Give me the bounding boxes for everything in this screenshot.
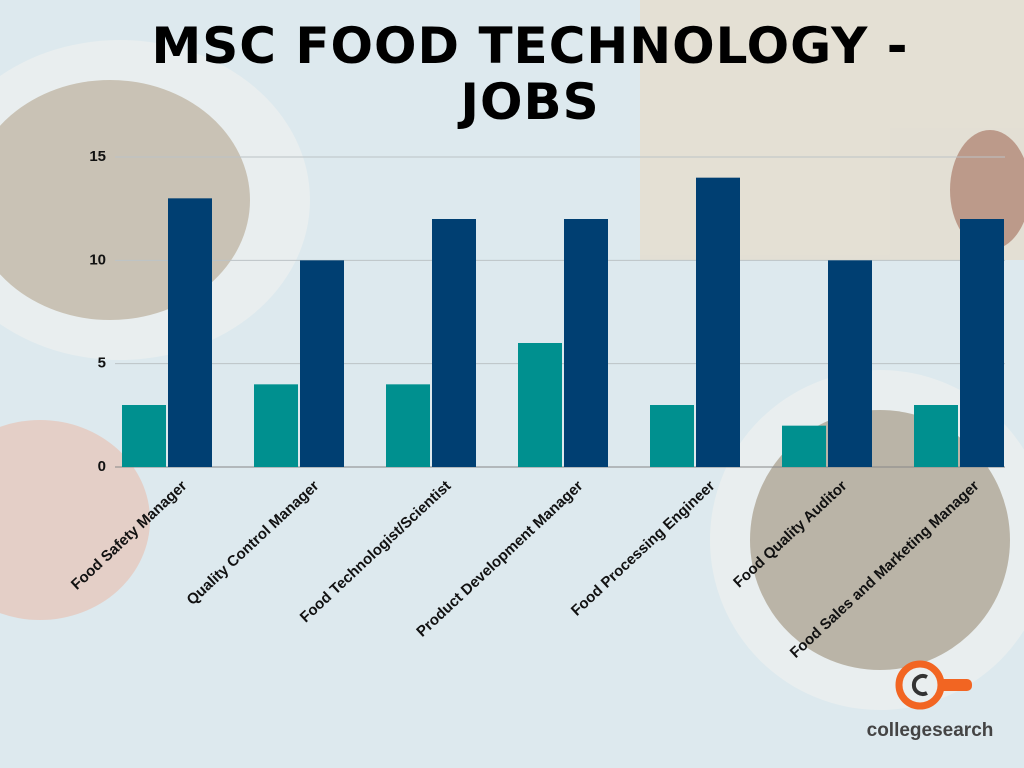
logo-icon xyxy=(895,660,972,710)
bar xyxy=(254,384,298,467)
y-tick-label: 5 xyxy=(98,355,106,372)
y-tick-label: 15 xyxy=(89,148,106,165)
logo-text: collegesearch xyxy=(867,720,994,741)
bar xyxy=(168,198,212,468)
bar xyxy=(650,405,694,467)
bar xyxy=(386,384,430,467)
bar xyxy=(300,260,344,467)
bar xyxy=(914,405,958,467)
bar xyxy=(564,219,608,467)
x-tick-label: Food Processing Engineer xyxy=(568,477,719,619)
y-tick-label: 10 xyxy=(89,251,106,268)
x-tick-label: Food Technologist/Scientist xyxy=(297,477,455,626)
y-tick-label: 0 xyxy=(98,458,106,475)
x-tick-label: Quality Control Manager xyxy=(183,477,322,608)
bar xyxy=(122,405,166,467)
bar xyxy=(828,260,872,467)
bar xyxy=(782,425,826,467)
bar xyxy=(696,177,740,467)
bar xyxy=(432,219,476,467)
bar xyxy=(518,343,562,467)
chart-title: MSC FOOD TECHNOLOGY - JOBS xyxy=(151,17,909,131)
bar xyxy=(960,219,1004,467)
